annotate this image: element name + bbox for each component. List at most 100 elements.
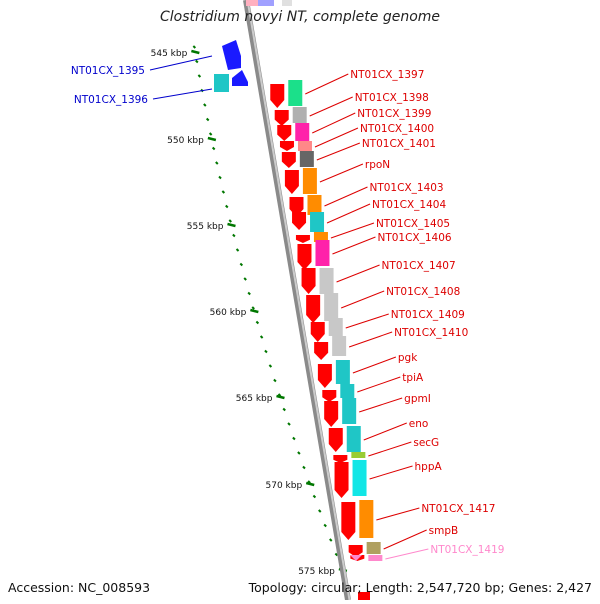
backbone-highlight	[246, 0, 351, 601]
gene-arrow[interactable]	[297, 244, 312, 270]
gene-label[interactable]: hppA	[415, 461, 443, 473]
minor-tick	[211, 146, 216, 151]
gene-arrow[interactable]	[292, 212, 307, 230]
gene-arrow[interactable]	[334, 462, 349, 498]
gene-label[interactable]: NT01CX_1404	[372, 199, 446, 211]
genome-summary-text: Topology: circular; Length: 2,547,720 bp…	[248, 580, 592, 595]
gene-arrow[interactable]	[322, 390, 337, 402]
cog-block	[307, 195, 322, 215]
minor-tick	[318, 509, 322, 513]
minor-tick	[239, 262, 244, 267]
minor-tick	[264, 349, 268, 354]
gene-label[interactable]: NT01CX_1400	[360, 123, 434, 135]
label-connector	[383, 529, 427, 550]
minor-tick	[292, 436, 296, 441]
minor-tick	[203, 103, 207, 107]
gene-arrow[interactable]	[284, 170, 299, 194]
gene-label[interactable]: gpmI	[404, 393, 431, 405]
gene-label[interactable]: NT01CX_1395	[71, 65, 145, 77]
cog-block	[315, 240, 330, 266]
gene-label[interactable]: NT01CX_1399	[357, 108, 431, 120]
gene-arrow[interactable]	[328, 428, 343, 452]
gene-arrow[interactable]	[279, 141, 294, 151]
label-connector	[324, 186, 368, 207]
minor-tick	[215, 161, 219, 165]
minor-tick	[251, 306, 255, 310]
label-connector	[352, 356, 397, 374]
gene-arrow[interactable]	[333, 455, 348, 463]
cog-block	[324, 293, 339, 321]
gene-arrow[interactable]	[270, 84, 285, 108]
minor-tick	[232, 233, 236, 238]
minor-tick	[259, 335, 264, 339]
cog-block	[295, 123, 310, 141]
gene-arrow[interactable]	[277, 125, 292, 141]
gene-label[interactable]: NT01CX_1396	[74, 94, 148, 106]
gene-label[interactable]: NT01CX_1398	[355, 92, 429, 104]
tick-label: 565 kbp	[236, 394, 273, 404]
minor-tick	[221, 190, 226, 194]
cog-block	[352, 460, 367, 496]
gene-arrow[interactable]	[317, 364, 332, 388]
cog-block	[310, 212, 325, 232]
gene-arrow-forward[interactable]	[232, 70, 248, 86]
backbone-line	[243, 0, 351, 601]
minor-tick	[287, 422, 291, 426]
gene-label[interactable]: eno	[409, 418, 429, 430]
gene-label[interactable]: secG	[413, 437, 439, 449]
cog-block	[328, 318, 343, 336]
gene-arrow[interactable]	[306, 295, 321, 323]
gene-label[interactable]: NT01CX_1406	[377, 232, 451, 244]
label-connector	[336, 264, 380, 283]
gene-arrow[interactable]	[341, 502, 356, 540]
label-connector	[309, 96, 353, 117]
gene-arrow[interactable]	[324, 401, 339, 427]
gene-stub-bottom	[358, 592, 370, 600]
cog-block	[368, 555, 383, 561]
gene-arrow-forward[interactable]	[222, 40, 241, 70]
gene-arrow[interactable]	[301, 268, 316, 294]
label-connector	[314, 127, 359, 148]
cog-block	[340, 384, 355, 398]
gene-label[interactable]: rpoN	[365, 159, 390, 171]
cog-block	[297, 141, 312, 151]
minor-tick	[273, 378, 277, 383]
gene-stub-top	[282, 0, 292, 6]
major-tick	[207, 136, 217, 142]
gene-label[interactable]: NT01CX_1408	[386, 286, 460, 298]
gene-stub-top	[258, 0, 274, 6]
gene-label[interactable]: NT01CX_1405	[376, 218, 450, 230]
gene-label[interactable]: tpiA	[402, 372, 424, 384]
label-connector	[149, 55, 213, 71]
gene-arrow[interactable]	[350, 555, 362, 561]
gene-label[interactable]: NT01CX_1410	[394, 327, 468, 339]
tick-label: 550 kbp	[167, 136, 204, 146]
gene-label[interactable]: smpB	[429, 525, 459, 537]
gene-label[interactable]: NT01CX_1397	[350, 69, 424, 81]
gene-arrow[interactable]	[274, 110, 289, 126]
label-connector	[312, 112, 356, 134]
cog-block	[332, 336, 347, 356]
gene-label[interactable]: NT01CX_1401	[362, 138, 436, 150]
gene-arrow[interactable]	[348, 545, 363, 557]
tick-label: 575 kbp	[298, 567, 335, 577]
gene-label[interactable]: pgk	[398, 352, 418, 364]
gene-arrow[interactable]	[295, 235, 310, 243]
gene-label[interactable]: NT01CX_1417	[421, 503, 495, 515]
major-tick	[227, 222, 236, 228]
gene-arrow[interactable]	[310, 322, 325, 342]
gene-label[interactable]: NT01CX_1407	[382, 260, 456, 272]
cog-block	[214, 74, 229, 92]
cog-block	[346, 426, 361, 452]
gene-arrow[interactable]	[314, 342, 329, 360]
gene-arrow[interactable]	[281, 152, 296, 168]
tick-label: 555 kbp	[187, 222, 224, 232]
gene-label[interactable]: NT01CX_1409	[391, 309, 465, 321]
gene-label[interactable]: NT01CX_1419	[430, 544, 504, 556]
tick-label: 570 kbp	[266, 481, 303, 491]
label-connector	[376, 507, 420, 521]
gene-label[interactable]: NT01CX_1403	[369, 182, 443, 194]
minor-tick	[243, 277, 247, 281]
